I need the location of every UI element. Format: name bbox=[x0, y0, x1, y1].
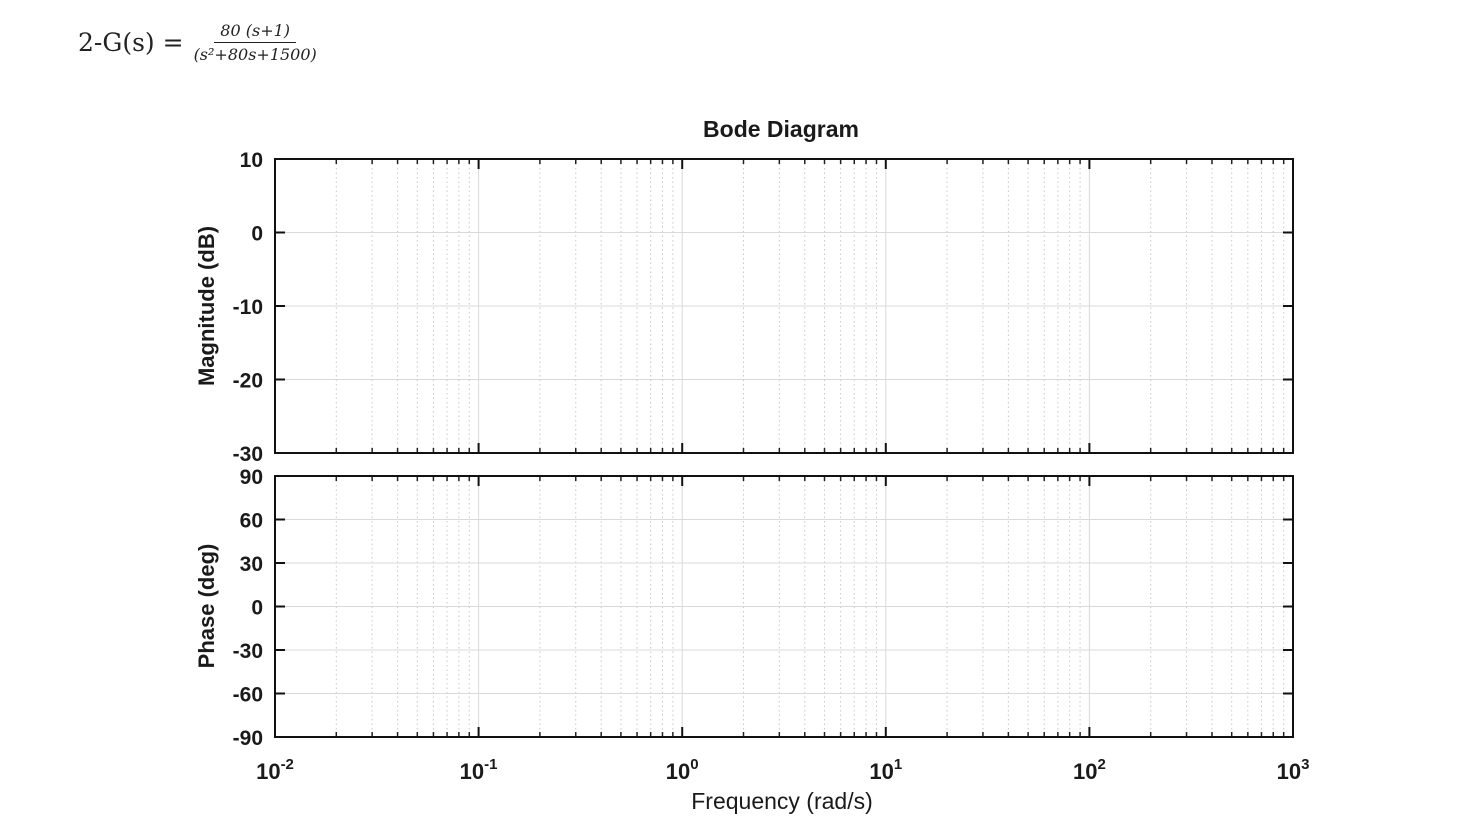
y-tick-label: 30 bbox=[240, 553, 263, 576]
chart-title: Bode Diagram bbox=[703, 116, 859, 142]
y-tick-label: -90 bbox=[233, 727, 263, 750]
equation-fraction: 80 (s+1) (s²+80s+1500) bbox=[192, 21, 319, 64]
y-tick-label: -20 bbox=[233, 370, 263, 393]
x-tick-label: 103 bbox=[1277, 756, 1310, 784]
phase-plot: 90 60 30 0 -30 -60 -90 10-2 10-1 100 101 102 103 bbox=[233, 466, 1310, 784]
y-tick-label: 90 bbox=[240, 466, 263, 489]
phase-axes-frame bbox=[274, 475, 1294, 738]
y-tick-label: -10 bbox=[233, 296, 263, 319]
transfer-function-equation: 2-G(s) = 80 (s+1) (s²+80s+1500) bbox=[78, 14, 319, 70]
magnitude-axes-frame bbox=[274, 158, 1294, 454]
phase-axis-label: Phase (deg) bbox=[194, 544, 219, 669]
x-tick-label: 100 bbox=[666, 756, 699, 784]
y-tick-label: -30 bbox=[233, 640, 263, 663]
y-tick-label: 10 bbox=[240, 149, 263, 172]
equation-denominator: (s²+80s+1500) bbox=[193, 44, 317, 64]
x-tick-label: 102 bbox=[1073, 756, 1106, 784]
magnitude-plot: 10 0 -10 -20 -30 bbox=[233, 149, 1294, 466]
magnitude-axis-label: Magnitude (dB) bbox=[194, 226, 219, 386]
x-tick-label: 10-1 bbox=[460, 756, 498, 784]
x-tick-label: 101 bbox=[869, 756, 902, 784]
y-tick-label: 60 bbox=[240, 510, 263, 533]
equation-numerator: 80 (s+1) bbox=[214, 21, 297, 43]
x-tick-label: 10-2 bbox=[256, 756, 294, 784]
y-tick-label: -30 bbox=[233, 443, 263, 466]
y-tick-label: -60 bbox=[233, 684, 263, 707]
equation-lhs: 2-G(s) = bbox=[78, 27, 184, 57]
y-tick-label: 0 bbox=[251, 597, 263, 620]
x-axis-label: Frequency (rad/s) bbox=[691, 788, 873, 814]
y-tick-label: 0 bbox=[251, 223, 263, 246]
